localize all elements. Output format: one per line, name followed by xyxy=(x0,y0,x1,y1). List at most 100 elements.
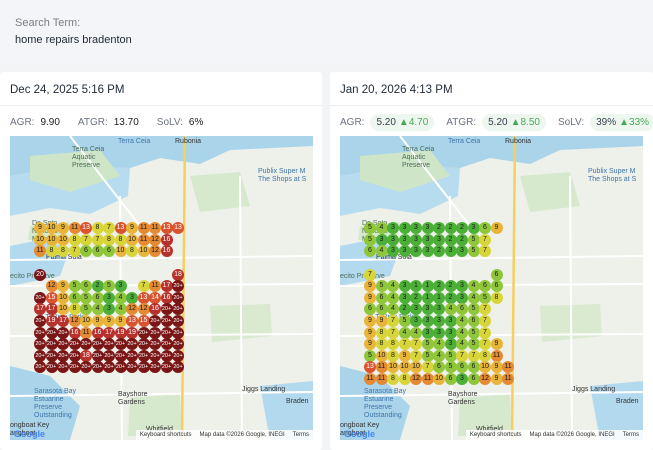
rank-pin[interactable]: 8 xyxy=(387,373,399,385)
rank-pin[interactable]: 8 xyxy=(375,338,388,351)
rank-pin[interactable]: 5 xyxy=(444,349,457,362)
rank-pin[interactable]: 20+ xyxy=(91,361,104,374)
rank-pin[interactable]: 6 xyxy=(444,373,457,385)
rank-pin[interactable]: 3 xyxy=(126,291,138,304)
rank-pin[interactable]: 7 xyxy=(479,315,491,327)
rank-pin[interactable]: 20+ xyxy=(149,361,161,374)
rank-pin[interactable]: 20+ xyxy=(34,361,46,374)
rank-pin[interactable]: 5 xyxy=(467,303,480,316)
rank-pin[interactable]: 4 xyxy=(456,338,468,351)
rank-pin[interactable]: 6 xyxy=(490,280,503,293)
rank-pin[interactable]: 3 xyxy=(421,303,434,316)
rank-pin[interactable]: 16 xyxy=(160,291,173,304)
rank-pin[interactable]: 20+ xyxy=(91,338,104,351)
rank-pin[interactable]: 20+ xyxy=(80,361,92,374)
rank-pin[interactable]: 11 xyxy=(421,373,434,385)
rank-pin[interactable]: 14 xyxy=(149,291,161,304)
rank-pin[interactable]: 5 xyxy=(103,280,115,293)
rank-pin[interactable]: 16 xyxy=(149,303,161,316)
rank-pin[interactable]: 11 xyxy=(375,361,388,374)
rank-pin[interactable]: 6 xyxy=(467,361,480,374)
rank-pin[interactable]: 6 xyxy=(456,303,468,316)
rank-pin[interactable]: 8 xyxy=(375,326,388,339)
rank-pin[interactable]: 20+ xyxy=(172,326,184,339)
rank-pin[interactable]: 18 xyxy=(172,268,184,281)
rank-pin[interactable]: 10 xyxy=(57,303,69,316)
rank-pin[interactable]: 5 xyxy=(467,245,480,258)
rank-pin[interactable]: 7 xyxy=(410,349,422,362)
rank-pin[interactable]: 7 xyxy=(398,338,411,351)
rank-pin[interactable]: 10 xyxy=(479,361,491,374)
rank-pin[interactable]: 3 xyxy=(433,303,445,316)
rank-pin[interactable]: 11 xyxy=(137,222,150,235)
rank-pin[interactable]: 10 xyxy=(137,245,150,258)
rank-pin[interactable]: 13 xyxy=(364,361,376,374)
rank-pin[interactable]: 20+ xyxy=(137,349,150,362)
rank-pin[interactable]: 9 xyxy=(114,315,127,327)
rank-pin[interactable]: 7 xyxy=(387,326,399,339)
rank-pin[interactable]: 3 xyxy=(444,245,457,258)
rank-pin[interactable]: 8 xyxy=(479,349,491,362)
rank-pin[interactable]: 3 xyxy=(398,280,411,293)
rank-pin[interactable]: 3 xyxy=(421,233,434,246)
rank-pin[interactable]: 9 xyxy=(398,349,411,362)
rank-pin[interactable]: 13 xyxy=(114,222,127,235)
rank-pin[interactable]: 16 xyxy=(68,326,81,339)
rank-pin[interactable]: 8 xyxy=(91,222,104,235)
rank-pin[interactable]: 5 xyxy=(479,291,491,304)
rank-pin[interactable]: 10 xyxy=(45,233,58,246)
rank-pin[interactable]: 3 xyxy=(410,245,422,258)
terms-link[interactable]: Terms xyxy=(292,432,309,438)
rank-pin[interactable]: 20+ xyxy=(114,349,127,362)
rank-pin[interactable]: 20+ xyxy=(126,338,138,351)
rank-pin[interactable]: 20+ xyxy=(172,303,184,316)
rank-pin[interactable]: 20+ xyxy=(34,326,46,339)
rank-pin[interactable]: 16 xyxy=(91,326,104,339)
rank-pin[interactable]: 9 xyxy=(34,222,46,235)
rank-pin[interactable]: 3 xyxy=(375,233,388,246)
rank-pin[interactable]: 3 xyxy=(410,233,422,246)
rank-pin[interactable]: 3 xyxy=(387,233,399,246)
rank-pin[interactable]: 7 xyxy=(364,268,376,281)
rank-pin[interactable]: 20+ xyxy=(126,361,138,374)
rank-pin[interactable]: 10 xyxy=(114,245,127,258)
rank-pin[interactable]: 20+ xyxy=(149,315,161,327)
rank-pin[interactable]: 8 xyxy=(103,233,115,246)
rank-pin[interactable]: 5 xyxy=(467,326,480,339)
rank-pin[interactable]: 5 xyxy=(364,349,376,362)
rank-pin[interactable]: 11 xyxy=(149,280,161,293)
rank-pin[interactable]: 17 xyxy=(103,326,115,339)
rank-pin[interactable]: 5 xyxy=(364,222,376,235)
rank-pin[interactable]: 3 xyxy=(398,233,411,246)
rank-pin[interactable]: 4 xyxy=(398,326,411,339)
rank-pin[interactable]: 20+ xyxy=(137,326,150,339)
rank-pin[interactable]: 17 xyxy=(160,280,173,293)
rank-pin[interactable]: 8 xyxy=(114,233,127,246)
rank-pin[interactable]: 20+ xyxy=(34,338,46,351)
rank-pin[interactable]: 10 xyxy=(80,315,92,327)
rank-pin[interactable]: 7 xyxy=(91,233,104,246)
rank-pin[interactable]: 20+ xyxy=(57,338,69,351)
rank-pin[interactable]: 4 xyxy=(375,245,388,258)
rank-pin[interactable]: 7 xyxy=(479,245,491,258)
rank-pin[interactable]: 20+ xyxy=(45,361,58,374)
rank-pin[interactable]: 2 xyxy=(444,280,457,293)
rank-pin[interactable]: 3 xyxy=(410,222,422,235)
rank-pin[interactable]: 4 xyxy=(456,326,468,339)
rank-pin[interactable]: 20+ xyxy=(172,361,184,374)
rank-pin[interactable]: 2 xyxy=(444,222,457,235)
rank-pin[interactable]: 11 xyxy=(502,361,514,374)
rank-pin[interactable]: 5 xyxy=(467,338,480,351)
rank-pin[interactable]: 17 xyxy=(57,315,69,327)
rank-pin[interactable]: 5 xyxy=(398,315,411,327)
rank-pin[interactable]: 1 xyxy=(433,291,445,304)
rank-pin[interactable]: 20+ xyxy=(45,326,58,339)
rank-pin[interactable]: 6 xyxy=(364,303,376,316)
rank-pin[interactable]: 3 xyxy=(398,222,411,235)
rank-pin[interactable]: 3 xyxy=(433,233,445,246)
rank-pin[interactable]: 7 xyxy=(479,303,491,316)
rank-pin[interactable]: 3 xyxy=(421,326,434,339)
rank-pin[interactable]: 12 xyxy=(137,303,150,316)
rank-pin[interactable]: 20+ xyxy=(160,326,173,339)
rank-pin[interactable]: 6 xyxy=(456,361,468,374)
